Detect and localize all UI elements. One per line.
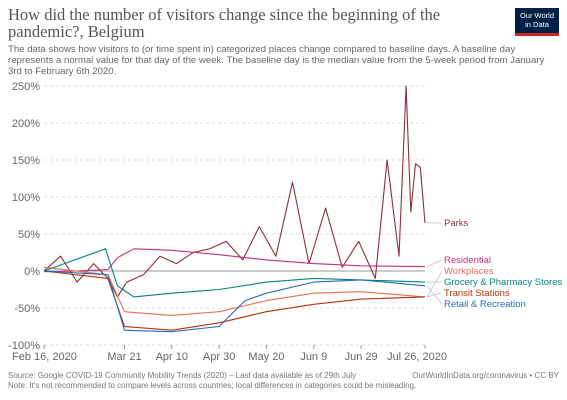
chart-subtitle: The data shows how visitors to (or time … [8,44,545,77]
x-tick-label: Jun 9 [300,351,327,363]
series-label: Grocery & Pharmacy Stores [444,277,563,288]
chart-footer: Source: Google COVID-19 Community Mobili… [8,371,559,391]
y-tick-label: 100% [12,192,40,204]
x-tick-label: May 20 [248,351,284,363]
series-label: Parks [444,218,469,229]
chart-title: How did the number of visitors change si… [8,5,441,41]
logo-line-2: in Data [525,20,549,29]
x-tick-label: Jul 26, 2020 [387,351,447,363]
series-label-connector [426,270,443,298]
series-line [43,248,426,273]
x-tick-label: Apr 10 [156,351,188,363]
x-tick-label: Mar 21 [107,351,141,363]
series-label-connector [426,285,443,305]
y-tick-label: 150% [12,155,40,167]
y-tick-label: 50% [18,229,40,241]
x-tick-label: Jun 29 [345,351,378,363]
source-text: Source: Google COVID-19 Community Mobili… [8,371,357,380]
y-tick-label: -100% [8,340,40,352]
series-label: Residential [444,255,491,266]
series-line [43,266,426,316]
owid-url-link[interactable]: OurWorldInData.org/coronavirus • CC BY [412,371,559,380]
series-line [43,248,426,298]
series-line [43,270,426,333]
x-tick-label: Apr 30 [203,351,235,363]
owid-logo[interactable]: Our World in Data [515,8,559,36]
y-tick-label: 250% [12,81,40,93]
note-text: Note: It's not recommended to compare le… [8,381,417,390]
series-label: Transit Stations [444,288,510,299]
logo-line-1: Our World [519,11,555,20]
y-tick-label: 0% [24,266,40,278]
series-label-connector [426,259,443,267]
y-tick-label: -50% [14,303,40,315]
series-label: Retail & Recreation [444,299,526,310]
y-tick-label: 200% [12,118,40,130]
series-line [43,85,426,298]
x-tick-label: Feb 16, 2020 [12,351,77,363]
series-label: Workplaces [444,266,494,277]
